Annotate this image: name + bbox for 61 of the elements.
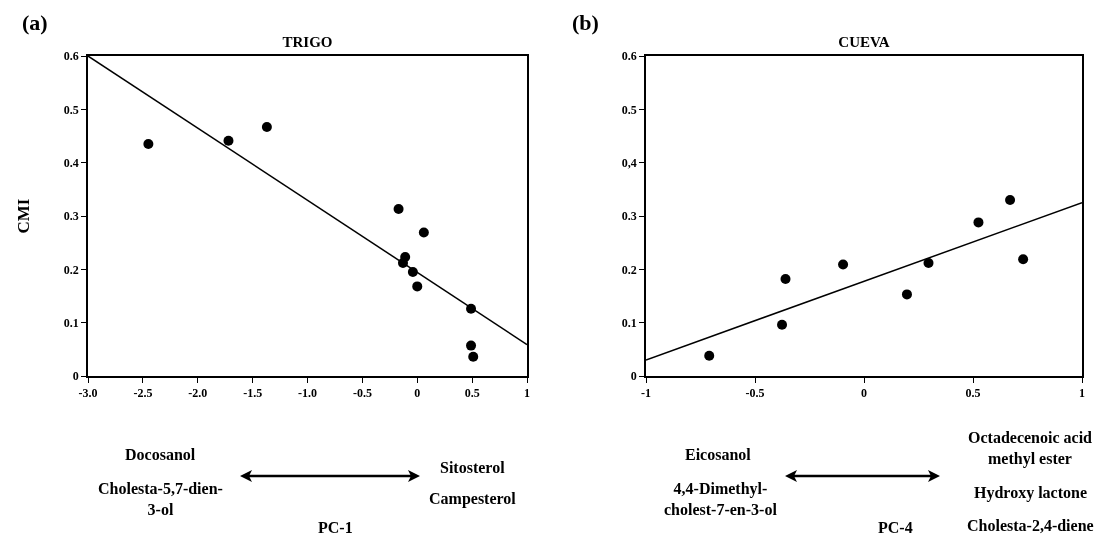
text: (b) xyxy=(572,10,599,35)
x-axis-title: PC-1 xyxy=(318,519,353,536)
x-tick-label: -1.0 xyxy=(298,386,317,401)
point xyxy=(777,319,788,330)
y-tick-label: 0.3 xyxy=(63,209,79,224)
text: Eicosanol xyxy=(685,446,752,463)
point xyxy=(901,289,912,300)
x-tick-label: -0.5 xyxy=(352,386,372,401)
point xyxy=(393,204,404,215)
y-tick-label: 0.6 xyxy=(63,49,79,64)
x-tick-label: 1 xyxy=(524,386,530,401)
text: 4,4-Dimethyl- cholest-7-en-3-ol xyxy=(664,480,778,518)
text: Sitosterol xyxy=(440,459,506,476)
y-tick-label: 0.5 xyxy=(621,102,637,117)
x-tick-label: -2.5 xyxy=(133,386,153,401)
x-tick-label: -2.0 xyxy=(188,386,208,401)
x-tick-label: -0.5 xyxy=(745,386,765,401)
y-tick-label: 0.2 xyxy=(621,262,637,277)
x-tick-label: 0.5 xyxy=(965,386,981,401)
y-tick-label: 0 xyxy=(72,369,79,384)
point xyxy=(412,281,423,292)
x-axis-title: PC-4 xyxy=(878,519,913,536)
x-tick-label: 0 xyxy=(861,386,867,401)
text: Campesterol xyxy=(429,490,517,508)
text: Docosanol xyxy=(125,446,196,463)
text: (a) xyxy=(22,10,48,35)
text: Cholesta-5,7-dien- 3-ol xyxy=(98,480,223,518)
x-tick-label: -1 xyxy=(641,386,651,401)
point xyxy=(466,340,477,351)
text: Octadecenoic acid methyl ester xyxy=(968,429,1093,468)
y-tick-label: 0.5 xyxy=(63,102,79,117)
point xyxy=(923,257,934,268)
point xyxy=(973,217,984,228)
x-tick-label: 0 xyxy=(414,386,421,401)
point xyxy=(780,273,791,284)
text: Cholesta-2,4-diene xyxy=(967,517,1094,534)
point xyxy=(418,227,429,238)
x-tick-label: 0.5 xyxy=(464,386,480,401)
y-tick-label: 0 xyxy=(630,369,637,384)
point xyxy=(1005,195,1016,205)
x-tick-label: -3.0 xyxy=(78,386,98,401)
point xyxy=(261,121,272,132)
point xyxy=(704,350,715,361)
y-tick-label: 0.1 xyxy=(63,315,79,330)
y-tick-label: 0.3 xyxy=(621,209,637,224)
y-tick-label: 0.4 xyxy=(63,155,79,170)
chart-title: TRIGO xyxy=(282,34,333,51)
point xyxy=(838,259,849,270)
y-tick-label: 0.2 xyxy=(63,262,79,277)
point xyxy=(1018,254,1029,265)
y-tick-label: 0,4 xyxy=(621,155,637,170)
point xyxy=(143,139,154,149)
point xyxy=(468,351,479,362)
chart-title: CUEVA xyxy=(838,34,890,51)
y-tick-label: 0.1 xyxy=(621,315,637,330)
point xyxy=(223,135,234,146)
x-tick-label: -1.5 xyxy=(243,386,263,401)
y-axis-title: CMI xyxy=(13,198,33,234)
text: Hydroxy lactone xyxy=(974,484,1088,502)
y-tick-label: 0.6 xyxy=(621,49,637,64)
x-tick-label: 1 xyxy=(1079,386,1085,401)
